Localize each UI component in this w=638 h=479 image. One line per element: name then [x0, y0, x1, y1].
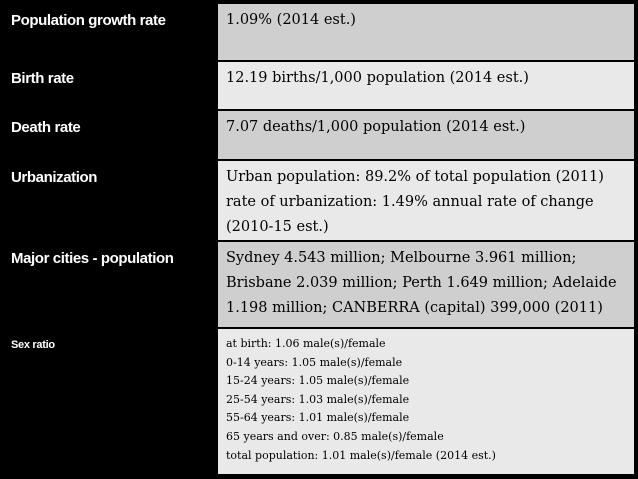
row-label-sex-ratio: Sex ratio — [4, 329, 216, 474]
row-value-sex-ratio: at birth: 1.06 male(s)/female 0-14 years… — [218, 329, 634, 474]
value-line: 55-64 years: 1.01 male(s)/female — [226, 411, 410, 425]
table-row: Sex ratio at birth: 1.06 male(s)/female … — [4, 329, 634, 474]
table-row: Urbanization Urban population: 89.2% of … — [4, 161, 634, 240]
value-line: (2010-15 est.) — [226, 219, 329, 235]
value-line: 25-54 years: 1.03 male(s)/female — [226, 392, 410, 406]
row-value-urbanization: Urban population: 89.2% of total populat… — [218, 161, 634, 240]
value-line: Urban population: 89.2% of total populat… — [226, 169, 604, 185]
table-row: Major cities - population Sydney 4.543 m… — [4, 242, 634, 327]
row-label-birth-rate: Birth rate — [4, 62, 216, 109]
value-line: at birth: 1.06 male(s)/female — [226, 337, 386, 350]
value-line: 12.19 births/1,000 population (2014 est.… — [226, 70, 529, 86]
table-row: Population growth rate 1.09% (2014 est.) — [4, 4, 634, 60]
value-line: 65 years and over: 0.85 male(s)/female — [226, 429, 444, 443]
row-value-population-growth: 1.09% (2014 est.) — [218, 4, 634, 60]
row-label-major-cities: Major cities - population — [4, 242, 216, 327]
value-line: Brisbane 2.039 million; Perth 1.649 mill… — [226, 275, 617, 291]
value-line: rate of urbanization: 1.49% annual rate … — [226, 194, 594, 210]
value-line: total population: 1.01 male(s)/female (2… — [226, 448, 496, 462]
value-line: 15-24 years: 1.05 male(s)/female — [226, 374, 410, 388]
row-value-death-rate: 7.07 deaths/1,000 population (2014 est.) — [218, 111, 634, 159]
value-line: Sydney 4.543 million; Melbourne 3.961 mi… — [226, 250, 577, 266]
row-label-urbanization: Urbanization — [4, 161, 216, 240]
row-value-birth-rate: 12.19 births/1,000 population (2014 est.… — [218, 62, 634, 109]
row-value-major-cities: Sydney 4.543 million; Melbourne 3.961 mi… — [218, 242, 634, 327]
value-line: 1.09% (2014 est.) — [226, 12, 356, 28]
row-label-death-rate: Death rate — [4, 111, 216, 159]
row-label-population-growth: Population growth rate — [4, 4, 216, 60]
value-line: 0-14 years: 1.05 male(s)/female — [226, 355, 403, 369]
table-row: Birth rate 12.19 births/1,000 population… — [4, 62, 634, 109]
value-line: 1.198 million; CANBERRA (capital) 399,00… — [226, 300, 603, 316]
value-line: 7.07 deaths/1,000 population (2014 est.) — [226, 119, 526, 135]
table-row: Death rate 7.07 deaths/1,000 population … — [4, 111, 634, 159]
